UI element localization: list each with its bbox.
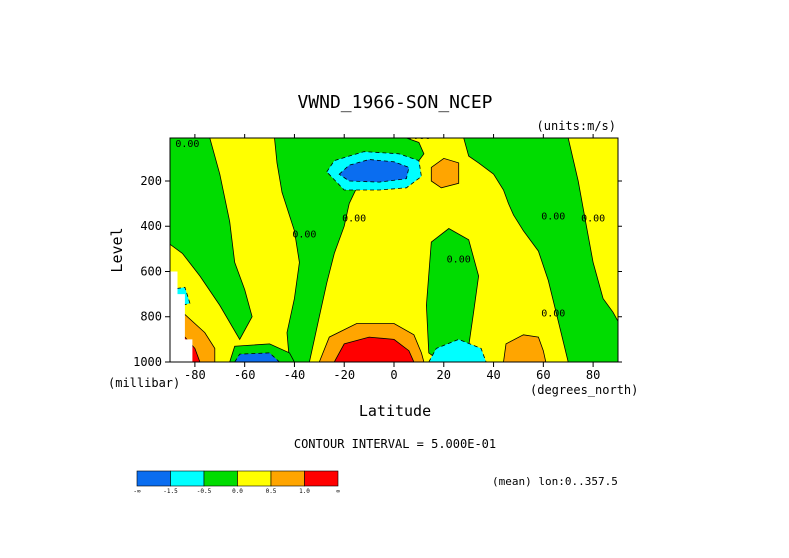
x-tick-label-4: 0 bbox=[390, 368, 397, 382]
chart-title: VWND_1966-SON_NCEP bbox=[297, 92, 492, 113]
colorbar: -∞ -1.5 -0.5 0.0 0.5 1.0 ∞ bbox=[133, 470, 340, 495]
x-tick-label-2: -40 bbox=[284, 368, 306, 382]
y-tick-label-3: 800 bbox=[140, 310, 162, 324]
x-units-label: (degrees_north) bbox=[530, 383, 638, 397]
colorbar-label-4: 1.0 bbox=[299, 488, 310, 495]
y-tick-label-0: 200 bbox=[140, 174, 162, 188]
colorbar-end-label-1: ∞ bbox=[336, 488, 340, 495]
contour-zero-label-2: 0.00 bbox=[342, 214, 366, 225]
x-tick-label-0: -80 bbox=[184, 368, 206, 382]
contour-plot-area: 0.00 0.00 0.00 0.00 0.00 0.00 0.00 0.00 bbox=[169, 131, 619, 363]
units-label: (units:m/s) bbox=[537, 119, 616, 133]
contour-region-green-1 bbox=[274, 138, 425, 362]
y-axis-label: Level bbox=[108, 227, 126, 272]
contour-region-cyan-7 bbox=[428, 338, 487, 362]
x-tick-label-6: 40 bbox=[486, 368, 500, 382]
contour-zero-label-1: 0.00 bbox=[175, 139, 199, 150]
x-tick-label-1: -60 bbox=[234, 368, 256, 382]
colorbar-label-1: -0.5 bbox=[197, 488, 212, 495]
colorbar-swatch-1 bbox=[170, 470, 205, 487]
contour-zero-label-5: 0.00 bbox=[541, 211, 565, 222]
x-tick-label-8: 80 bbox=[586, 368, 600, 382]
y-axis-ticks: 200 400 600 800 1000 bbox=[133, 174, 622, 369]
colorbar-swatch-4 bbox=[270, 470, 305, 487]
colorbar-swatch-5 bbox=[304, 470, 339, 487]
x-tick-label-3: -20 bbox=[333, 368, 355, 382]
x-tick-label-5: 20 bbox=[437, 368, 451, 382]
contour-zero-label-3: 0.00 bbox=[292, 230, 316, 241]
colorbar-swatch-0 bbox=[136, 470, 171, 487]
contour-zero-label-7: 0.00 bbox=[541, 309, 565, 320]
colorbar-label-0: -1.5 bbox=[163, 488, 178, 495]
colorbar-label-2: 0.0 bbox=[232, 488, 243, 495]
y-tick-label-4: 1000 bbox=[133, 355, 162, 369]
x-tick-label-7: 60 bbox=[536, 368, 550, 382]
contour-zero-label-4: 0.00 bbox=[447, 254, 471, 265]
contour-region-red-11 bbox=[333, 336, 415, 362]
y-units-label: (millibar) bbox=[108, 376, 180, 390]
colorbar-swatch-2 bbox=[203, 470, 238, 487]
y-tick-label-1: 400 bbox=[140, 219, 162, 233]
contour-interval-text: CONTOUR INTERVAL = 5.000E-01 bbox=[294, 437, 496, 451]
contour-region-white-16 bbox=[170, 271, 193, 362]
colorbar-label-3: 0.5 bbox=[266, 488, 277, 495]
contour-zero-label-0: 0.00 bbox=[407, 131, 431, 142]
contour-region-orange-13 bbox=[503, 334, 547, 362]
contour-region-orange-12 bbox=[430, 157, 460, 189]
contour-region-blue-6 bbox=[338, 159, 410, 183]
contour-zero-label-6: 0.00 bbox=[581, 214, 605, 225]
contour-region-green-2 bbox=[463, 138, 618, 362]
contour-region-blue-9 bbox=[234, 352, 281, 362]
colorbar-end-label-0: -∞ bbox=[133, 488, 141, 495]
x-axis-ticks: -80 -60 -40 -20 0 20 40 60 80 bbox=[184, 134, 600, 382]
x-axis-label: Latitude bbox=[359, 402, 431, 420]
colorbar-swatch-3 bbox=[237, 470, 272, 487]
mean-longitude-text: (mean) lon:0..357.5 bbox=[492, 475, 618, 488]
contour-region-green-0 bbox=[170, 138, 253, 341]
y-tick-label-2: 600 bbox=[140, 264, 162, 278]
